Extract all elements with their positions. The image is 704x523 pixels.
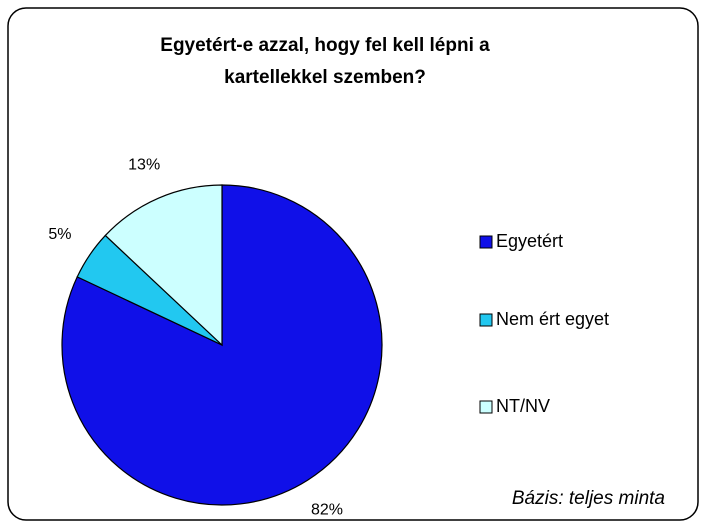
legend-swatch [479, 235, 493, 249]
pie-slice [104, 184, 223, 347]
legend-label: NT/NV [496, 396, 550, 416]
data-label: 13% [128, 156, 160, 173]
legend-swatch [479, 400, 493, 414]
data-label: 82% [311, 502, 343, 519]
legend-swatch [479, 313, 493, 327]
data-label: 5% [48, 226, 71, 243]
chart-title: Egyetért-e azzal, hogy fel kell lépni a … [160, 35, 490, 88]
annotation: Bázis: teljes minta [512, 488, 665, 509]
legend-label: Nem ért egyet [496, 309, 609, 329]
legend-label: Egyetért [496, 231, 563, 251]
